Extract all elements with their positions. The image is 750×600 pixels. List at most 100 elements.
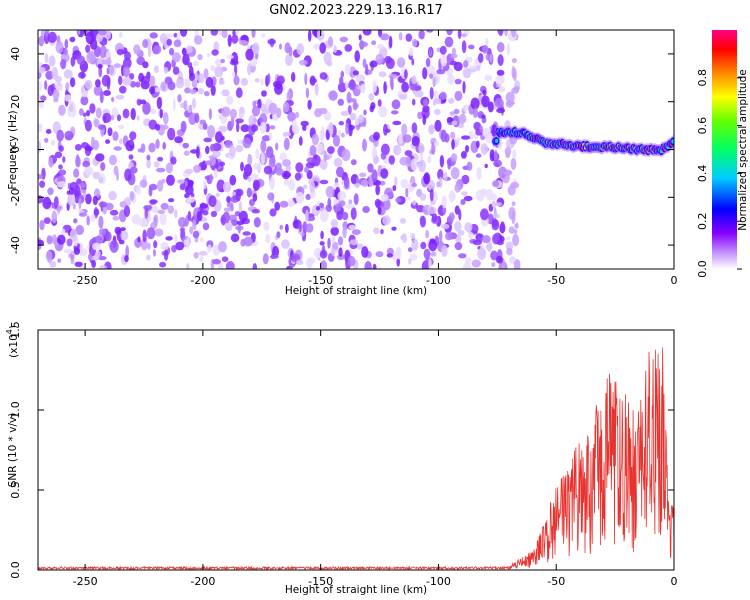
heatmap-cell: [180, 120, 187, 133]
heatmap-cell: [196, 146, 200, 159]
heatmap-cell: [184, 78, 188, 88]
heatmap-cell: [348, 124, 353, 137]
heatmap-cell: [203, 179, 207, 190]
heatmap-cell: [118, 124, 125, 130]
heatmap-cell: [235, 144, 244, 153]
heatmap-cell: [38, 35, 45, 47]
heatmap-cell: [113, 63, 121, 69]
heatmap-cell: [56, 181, 67, 188]
heatmap-cell: [116, 48, 124, 56]
heatmap-cell: [154, 228, 164, 237]
heatmap-cell: [266, 146, 274, 159]
heatmap-cell: [370, 102, 376, 110]
heatmap-cell: [339, 76, 344, 86]
heatmap-cell: [142, 39, 149, 48]
heatmap-cell: [319, 202, 324, 208]
heatmap-cell: [477, 53, 484, 63]
x-tick-label: -150: [308, 575, 333, 588]
heatmap-cell: [153, 214, 159, 227]
heatmap-cell: [512, 234, 520, 247]
heatmap-cell: [484, 163, 488, 169]
heatmap-cell: [167, 81, 176, 91]
heatmap-cell: [221, 30, 228, 39]
heatmap-cell: [192, 97, 196, 109]
heatmap-cell: [182, 221, 189, 227]
heatmap-cell: [455, 234, 462, 244]
heatmap-cell: [306, 170, 313, 180]
heatmap-cell: [146, 254, 151, 261]
heatmap-cell: [140, 143, 146, 153]
heatmap-cell: [319, 179, 329, 185]
heatmap-cell: [69, 187, 75, 195]
heatmap-cell: [240, 161, 244, 172]
heatmap-cell: [73, 247, 81, 255]
heatmap-cell: [177, 94, 182, 103]
heatmap-cell: [496, 69, 505, 76]
heatmap-cell: [462, 81, 466, 94]
heatmap-cell: [214, 66, 224, 78]
heatmap-cell: [515, 222, 519, 229]
heatmap-cell: [229, 174, 237, 186]
heatmap-cell: [153, 161, 160, 168]
heatmap-cell: [295, 192, 305, 204]
heatmap-cell: [286, 91, 291, 101]
colorbar-ticks: 0.0 0.2 0.4 0.6 0.8: [696, 69, 742, 278]
heatmap-cell: [454, 242, 463, 251]
heatmap-cell: [306, 157, 316, 164]
heatmap-cell: [348, 224, 356, 230]
heatmap-cell: [146, 154, 151, 161]
heatmap-cell: [361, 179, 369, 187]
heatmap-cell: [120, 230, 129, 241]
heatmap-cell: [202, 122, 208, 130]
heatmap-cell: [74, 184, 81, 198]
heatmap-cell: [107, 127, 113, 137]
heatmap-cell: [233, 75, 240, 86]
heatmap-cell: [136, 115, 140, 121]
heatmap-cell: [263, 165, 273, 175]
heatmap-cell: [481, 95, 490, 108]
heatmap-cell: [423, 248, 431, 260]
heatmap-cell: [282, 83, 286, 91]
heatmap-cell: [226, 95, 234, 105]
heatmap-cell: [197, 73, 205, 84]
heatmap-cell: [184, 87, 191, 94]
heatmap-cell: [340, 132, 345, 138]
heatmap-cell: [310, 78, 317, 84]
heatmap-cell: [45, 129, 52, 134]
heatmap-cell: [464, 222, 473, 233]
heatmap-cell: [338, 129, 342, 137]
heatmap-cell: [252, 179, 260, 192]
heatmap-cell: [45, 70, 54, 80]
heatmap-cell: [441, 195, 447, 209]
heatmap-cell: [491, 200, 496, 208]
heatmap-cell: [422, 114, 427, 125]
heatmap-cell: [481, 188, 487, 197]
heatmap-cell: [147, 47, 152, 58]
heatmap-cell: [333, 157, 343, 167]
heatmap-cell: [436, 181, 441, 188]
heatmap-cell: [327, 36, 334, 47]
heatmap-cell: [160, 241, 169, 251]
heatmap-cell: [225, 261, 235, 269]
heatmap-cell: [131, 214, 141, 225]
heatmap-cell: [183, 150, 190, 156]
heatmap-cell: [246, 187, 252, 198]
heatmap-cell: [274, 201, 281, 211]
heatmap-cell: [288, 179, 296, 191]
heatmap-cell: [373, 131, 380, 141]
heatmap-cell: [363, 109, 367, 116]
heatmap-cell: [337, 98, 344, 106]
heatmap-cell: [189, 89, 197, 95]
heatmap-cell: [352, 100, 358, 111]
heatmap-cell: [364, 261, 372, 269]
heatmap-cell: [392, 144, 402, 156]
heatmap-cell: [331, 236, 336, 243]
heatmap-cell: [274, 83, 283, 95]
heatmap-cell: [388, 35, 393, 49]
heatmap-cell: [113, 165, 119, 176]
heatmap-cell: [484, 74, 493, 82]
heatmap-cell: [462, 261, 472, 269]
heatmap-cell: [352, 70, 359, 76]
heatmap-cell: [156, 180, 164, 192]
